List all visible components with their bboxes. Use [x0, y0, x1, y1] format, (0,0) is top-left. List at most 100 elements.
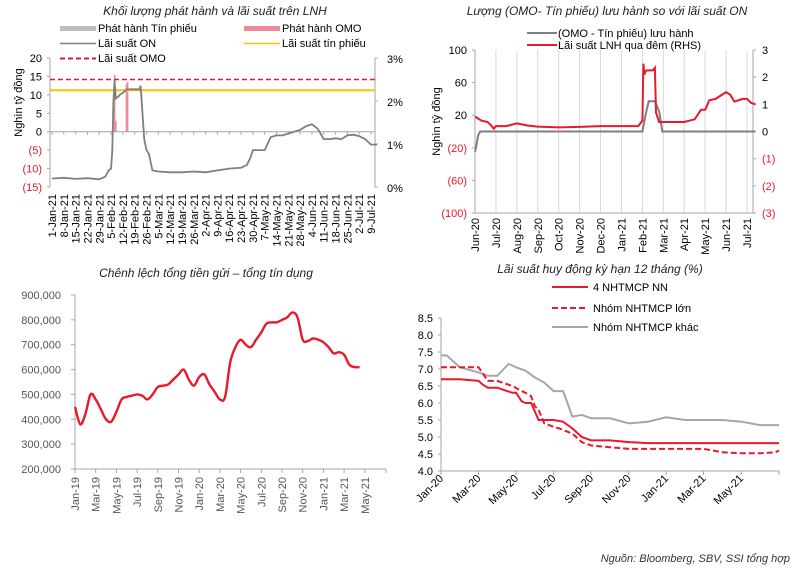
x-tick-label: May-21 [712, 473, 746, 507]
x-tick-label: May-21 [360, 477, 372, 514]
x-tick-label: 25-Jun-21 [342, 194, 354, 244]
source-note: Nguồn: Bloomberg, SBV, SSI tổng hợp [601, 553, 790, 565]
chart-deposit-credit-gap: Chênh lệch tổng tiền gửi – tổng tín dụng… [21, 266, 387, 514]
plot-area [441, 354, 780, 455]
y-tick-label: 800,000 [21, 315, 61, 327]
legend: Phát hành Tín phiếu Phát hành OMO Lãi suất… [60, 23, 366, 65]
y-tick-label: (10) [22, 164, 42, 176]
y-tick-label: 100 [449, 45, 467, 57]
x-tick-label: 15-Jan-21 [71, 194, 83, 244]
x-tick-label: 9-Jul-21 [366, 194, 378, 234]
x-tick-label: Mar-21 [675, 473, 708, 506]
chart-title: Lãi suất huy động kỳ hạn 12 tháng (%) [497, 262, 702, 276]
x-tick-label: Mar-20 [215, 477, 227, 512]
omo-bills-outstanding-line [474, 100, 756, 153]
y-tick-label: (60) [447, 175, 467, 187]
y-tick-label: 20 [455, 110, 467, 122]
x-tick-label: 23-Apr-21 [236, 194, 248, 243]
y2-tick-label: 3% [387, 54, 403, 66]
x-tick-label: 26-Feb-21 [142, 194, 154, 245]
x-tick-label: 4-Jun-21 [307, 194, 319, 237]
x-tick-label: Jul-20 [529, 473, 559, 503]
x-tick-label: 19-Feb-21 [130, 194, 142, 245]
x-tick-label: 8-Jan-21 [59, 194, 71, 237]
x-tick-label: 30-Apr-21 [248, 194, 260, 243]
y-tick-label: 7.5 [418, 347, 433, 359]
legend-swatch [244, 26, 280, 31]
y-tick-label: 15 [30, 71, 42, 83]
x-tick-label: 16-Apr-21 [224, 194, 236, 243]
axes: 20 15 10 5 0 (5) (10) (15) 0% 1% 2% 3% Nghìn tỷ đồng… [13, 53, 403, 247]
x-tick-label: Mar-19 [91, 477, 103, 512]
y2-tick-label: (2) [762, 181, 775, 193]
y-tick-label: 500,000 [21, 389, 61, 401]
x-tick-label: 9-Apr-21 [212, 194, 224, 237]
y-tick-label: 6.5 [418, 381, 433, 393]
y-tick-label: 60 [455, 78, 467, 90]
chart-issuance: Khối lượng phát hành và lãi suất trên LN… [13, 4, 403, 247]
x-tick-label: 14-May-21 [271, 194, 283, 247]
y-tick-label: 900,000 [21, 290, 61, 302]
omo-issuance-bar [126, 81, 129, 132]
x-tick-label: 18-Jun-21 [331, 194, 343, 244]
y-tick-label: 200,000 [21, 464, 61, 476]
x-tick-label: Jan-21 [639, 473, 671, 505]
x-tick-label: 1-Jan-21 [47, 194, 59, 237]
y-tick-label: 6.0 [418, 398, 433, 410]
y-tick-label: (100) [441, 208, 467, 220]
x-tick-label: Jul-21 [742, 218, 754, 248]
y-tick-label: 0 [36, 127, 42, 139]
x-tick-label: Jul-20 [256, 477, 268, 507]
chart-deposit-rate-12m: Lãi suất huy động kỳ hạn 12 tháng (%) 4 … [414, 262, 780, 507]
legend-label: Lãi suất LNH qua đêm (RHS) [558, 40, 701, 52]
axes: Jun-20 Jul-20 Aug-20 Sep-20 Oct-20 Nov-20 Dec-… [431, 45, 775, 255]
x-tick-label: May-20 [236, 477, 248, 514]
y-tick-label: 400,000 [21, 414, 61, 426]
y-tick-label: 20 [30, 53, 42, 65]
legend-label: Lãi suất ON [98, 38, 156, 50]
y-tick-label: 300,000 [21, 439, 61, 451]
x-tick-label: Jan-21 [318, 477, 330, 511]
chart-title: Chênh lệch tổng tiền gửi – tổng tín dụng [99, 266, 313, 280]
y-tick-label: 700,000 [21, 340, 61, 352]
x-tick-label: 28-May-21 [295, 194, 307, 247]
omo-issuance-bar [115, 120, 117, 132]
x-tick-label: Jan-20 [194, 477, 206, 511]
other-banks-rate-line [441, 354, 779, 427]
legend: 4 NHTMCP NN Nhóm NHTMCP lớn Nhóm NHTMCP kh… [552, 282, 699, 334]
x-tick-label: 12-Mar-21 [165, 194, 177, 245]
y2-tick-label: (3) [762, 208, 775, 220]
x-tick-label: Apr-21 [679, 218, 691, 251]
y-tick-label: 600,000 [21, 365, 61, 377]
axes: 900,000 800,000 700,000 600,000 500,000 400,0… [21, 290, 387, 514]
x-tick-label: 7-May-21 [260, 194, 272, 240]
x-tick-label: 19-Mar-21 [177, 194, 189, 245]
y-tick-label: 7.0 [418, 364, 433, 376]
chart-omo-bills: Lượng (OMO- Tín phiếu) lưu hành so với l… [431, 4, 775, 255]
omo-issuance-bar [125, 83, 128, 132]
legend-label: 4 NHTMCP NN [593, 282, 668, 294]
y2-tick-label: 2 [762, 72, 768, 84]
y-axis-title: Nghìn tỷ đồng [13, 68, 25, 137]
omo-issuance-bar [113, 74, 116, 132]
x-tick-label: Sep-20 [533, 218, 545, 253]
x-tick-label: Jan-19 [70, 477, 82, 511]
y-axis-title: Nghìn tỷ đồng [431, 87, 443, 156]
legend-label: Phát hành Tín phiếu [98, 23, 197, 35]
x-tick-label: Jun-20 [470, 218, 482, 252]
y2-tick-label: 0% [387, 183, 403, 195]
x-tick-label: Nov-20 [575, 218, 587, 253]
x-tick-label: Feb-21 [637, 218, 649, 253]
y-tick-label: 8.0 [418, 330, 433, 342]
x-tick-label: Dec-20 [596, 218, 608, 253]
overnight-rate-line [474, 63, 756, 131]
y-tick-label: (15) [22, 182, 42, 194]
x-tick-label: Mar-21 [339, 477, 351, 512]
legend-label: (OMO - Tín phiếu) lưu hành [558, 28, 694, 40]
plot-area [50, 74, 377, 181]
x-tick-label: Jan-21 [616, 218, 628, 252]
plot-area [474, 63, 756, 153]
y2-tick-label: 3 [762, 45, 768, 57]
